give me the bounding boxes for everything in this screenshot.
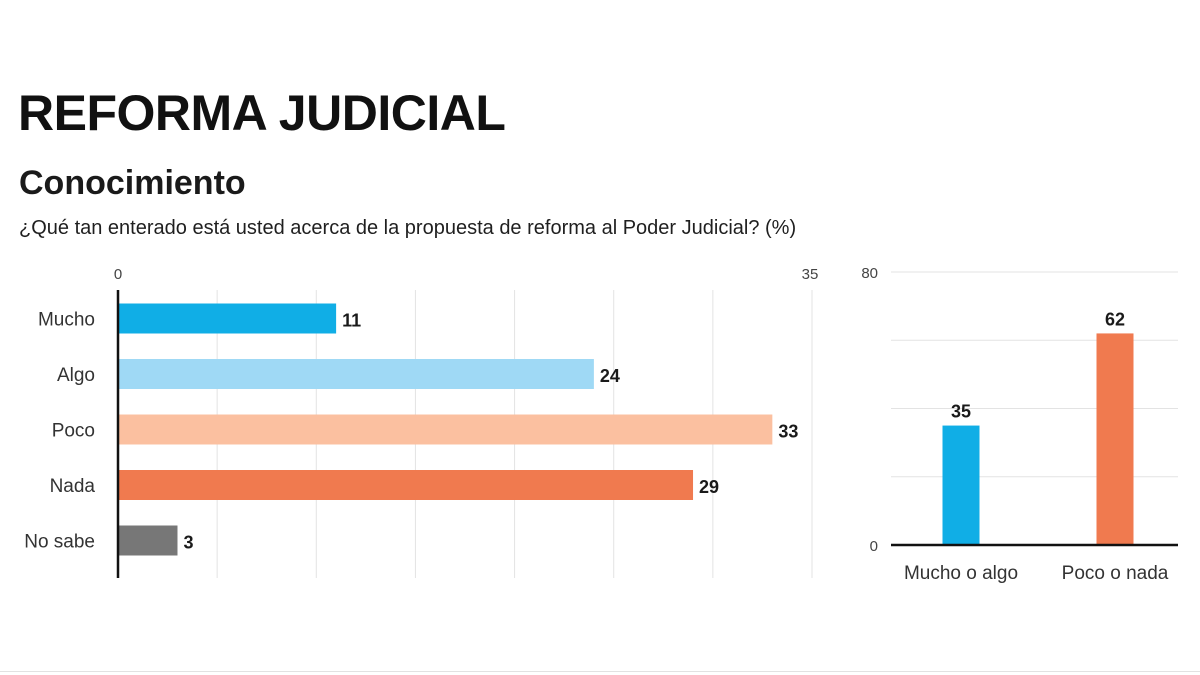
bar [942,425,980,545]
chart-title: REFORMA JUDICIAL [18,85,506,141]
category-label: Mucho [38,310,95,331]
y-tick-label: 0 [870,538,878,555]
survey-question: ¿Qué tan enterado está usted acerca de l… [19,217,797,239]
value-label: 33 [778,422,798,442]
horizontal-bar-chart: 0 35 Mucho 11 Algo 24 Poco 33 Nada 29 No sabe 3 [24,266,819,578]
chart-subtitle: Conocimiento [19,164,246,202]
value-label: 29 [699,477,719,497]
x-tick-label: 35 [802,266,819,283]
value-label: 24 [600,366,620,386]
category-label: Poco o nada [1062,563,1169,584]
bar [118,303,337,334]
category-label: Nada [50,476,96,497]
category-label: Mucho o algo [904,563,1018,584]
category-label: No sabe [24,532,95,553]
x-tick-label: 0 [114,266,122,283]
bar [118,414,773,445]
bar [118,470,694,500]
bar [118,359,594,389]
value-label: 35 [951,402,971,422]
value-label: 62 [1105,309,1125,329]
category-label: Algo [57,365,95,386]
bar [118,525,178,556]
divider [0,671,1200,672]
value-label: 11 [342,311,361,331]
y-tick-label: 80 [861,265,878,282]
bar [1096,333,1134,545]
category-label: Poco [52,421,95,442]
value-label: 3 [183,533,193,553]
